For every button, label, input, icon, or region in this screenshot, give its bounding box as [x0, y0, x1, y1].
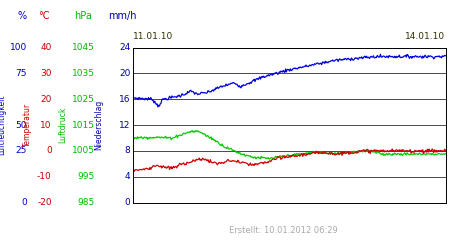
Text: Temperatur: Temperatur [22, 103, 32, 147]
Text: 12: 12 [119, 120, 130, 130]
Text: Niederschlag: Niederschlag [94, 100, 104, 150]
Text: 16: 16 [119, 95, 130, 104]
Text: 0: 0 [46, 146, 52, 155]
Text: 1025: 1025 [72, 95, 94, 104]
Text: 0: 0 [21, 198, 27, 207]
Text: 1005: 1005 [72, 146, 94, 155]
Text: 995: 995 [77, 172, 94, 181]
Text: °C: °C [38, 11, 50, 21]
Text: 985: 985 [77, 198, 94, 207]
Text: 20: 20 [40, 95, 52, 104]
Text: Erstellt: 10.01.2012 06:29: Erstellt: 10.01.2012 06:29 [229, 226, 338, 235]
Text: Luftdruck: Luftdruck [58, 107, 68, 143]
Text: 20: 20 [119, 69, 130, 78]
Text: %: % [17, 11, 26, 21]
Text: 25: 25 [16, 146, 27, 155]
Text: hPa: hPa [74, 11, 92, 21]
Text: 4: 4 [125, 172, 130, 181]
Text: 1045: 1045 [72, 43, 94, 52]
Text: Luftfeuchtigkeit: Luftfeuchtigkeit [0, 95, 7, 155]
Text: -20: -20 [37, 198, 52, 207]
Text: 50: 50 [15, 120, 27, 130]
Text: 100: 100 [10, 43, 27, 52]
Text: 1035: 1035 [72, 69, 94, 78]
Text: 0: 0 [125, 198, 130, 207]
Text: 75: 75 [15, 69, 27, 78]
Text: 40: 40 [40, 43, 52, 52]
Text: 10: 10 [40, 120, 52, 130]
Text: 11.01.10: 11.01.10 [133, 32, 173, 41]
Text: 24: 24 [119, 43, 130, 52]
Text: mm/h: mm/h [108, 11, 136, 21]
Text: 8: 8 [125, 146, 130, 155]
Text: 30: 30 [40, 69, 52, 78]
Text: -10: -10 [37, 172, 52, 181]
Text: 1015: 1015 [72, 120, 94, 130]
Text: 14.01.10: 14.01.10 [405, 32, 446, 41]
